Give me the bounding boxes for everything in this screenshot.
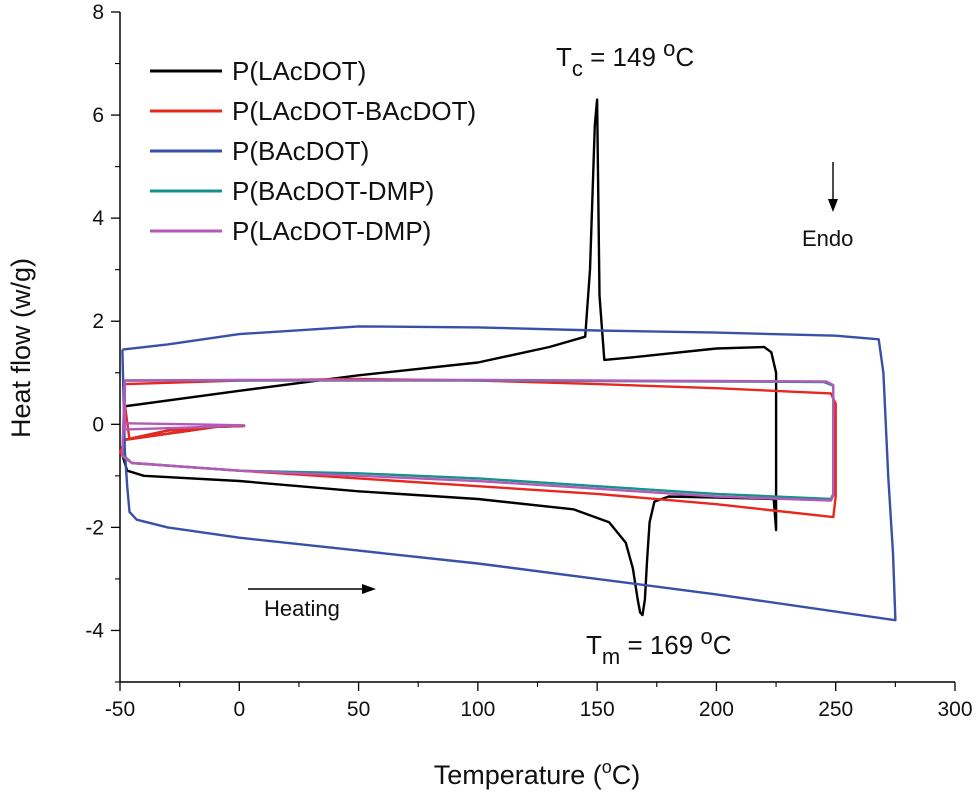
y-tick-label: 0 [92, 413, 104, 436]
heating-arrow [248, 584, 376, 594]
series-line-3 [121, 325, 897, 622]
x-tick-label: 100 [460, 698, 495, 721]
y-tick-label: -4 [85, 619, 104, 642]
x-tick-label: 250 [818, 698, 853, 721]
axes: -50 0 50 100 150 200 250 300 -4 -2 0 2 4 6 8 [85, 1, 972, 721]
legend-label-3: P(BAcDOT) [232, 136, 369, 166]
legend: P(LAcDOT) P(LAcDOT-BAcDOT) P(BAcDOT) P(BAcD… [150, 56, 476, 246]
heating-label: Heating [264, 596, 340, 621]
legend-label-1: P(LAcDOT) [232, 56, 366, 86]
series-line-1 [121, 98, 778, 617]
y-tick-label: 8 [92, 1, 104, 24]
y-tick-label: 6 [92, 104, 104, 127]
x-tick-label: 0 [233, 698, 245, 721]
x-tick-label: 50 [347, 698, 370, 721]
legend-label-5: P(LAcDOT-DMP) [232, 216, 431, 246]
y-tick-label: -2 [85, 516, 104, 539]
y-tick-label: 4 [92, 207, 104, 230]
legend-label-2: P(LAcDOT-BAcDOT) [232, 96, 476, 126]
y-tick-label: 2 [92, 310, 104, 333]
endo-arrow [828, 162, 838, 212]
series-group [118, 98, 897, 622]
legend-label-4: P(BAcDOT-DMP) [232, 176, 434, 206]
tm-annotation: Tm = 169 oC [586, 624, 731, 669]
x-tick-label: 200 [699, 698, 734, 721]
tc-annotation: Tc = 149 oC [556, 36, 694, 81]
x-axis-title: Temperature (oC) [434, 757, 641, 790]
series-line-5 [121, 378, 835, 502]
endo-label: Endo [802, 226, 853, 251]
x-tick-label: 300 [937, 698, 972, 721]
x-tick-label: 150 [580, 698, 615, 721]
x-tick-label: -50 [105, 698, 135, 721]
y-axis-title: Heat flow (w/g) [6, 258, 36, 438]
